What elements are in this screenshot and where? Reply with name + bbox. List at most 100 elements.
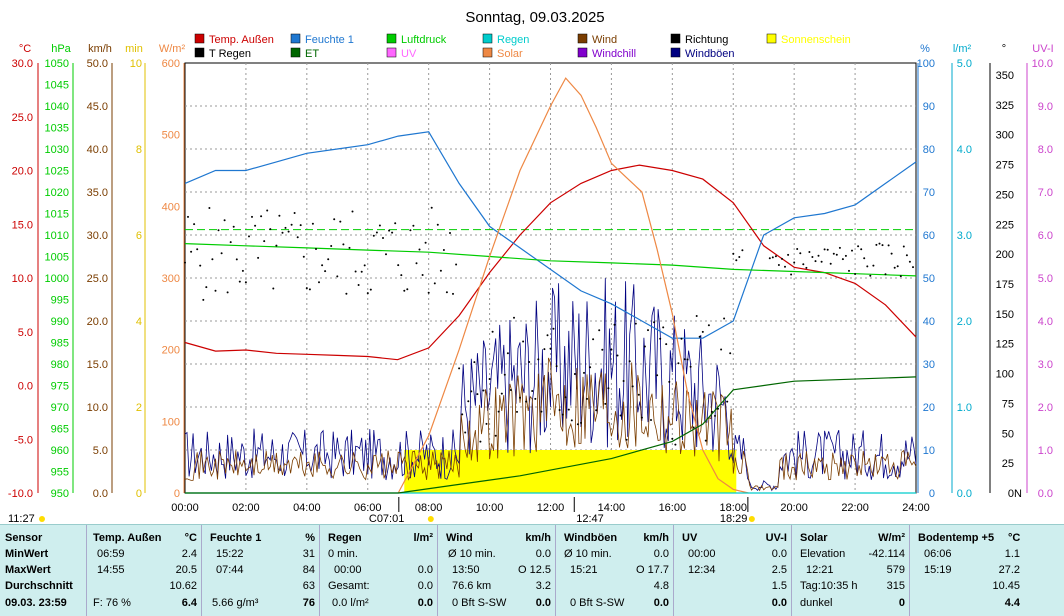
tick-pressure: 1050 (45, 58, 69, 70)
x-tick: 02:00 (232, 502, 260, 514)
wind-unit: km/h (525, 532, 551, 544)
wind-r3-label: 76.6 km (452, 580, 492, 592)
tick-pressure: 1005 (45, 252, 69, 264)
series-direction-point (662, 326, 665, 329)
axis-unit-sun_min: min (125, 43, 143, 55)
series-direction-point (193, 223, 196, 226)
legend-swatch-direction (670, 33, 681, 44)
series-direction-point (436, 223, 439, 226)
series-direction-point (564, 396, 567, 399)
legend-label-pressure: Luftdruck (401, 34, 447, 46)
humidity-unit: % (305, 532, 315, 544)
tick-rain: 2.0 (957, 316, 972, 328)
series-direction-point (793, 261, 796, 264)
series-direction-point (500, 392, 503, 395)
series-direction-point (653, 321, 656, 324)
series-direction-point (878, 242, 881, 245)
series-et (185, 376, 917, 494)
legend-swatch-humidity (290, 33, 301, 44)
tick-rain: 1.0 (957, 402, 972, 414)
stats-col-solar: Solar W/m² Elevation -42.114 12:21 579 Tag:… (791, 525, 910, 616)
legend: Temp. Außen Feuchte 1 Luftdruck Regen Wind Ri… (194, 33, 851, 60)
legend-swatch-tregen (194, 47, 205, 58)
tick-direction: 100 (996, 369, 1014, 381)
tick-sun_min: 4 (136, 316, 142, 328)
series-direction-point (513, 316, 515, 319)
series-direction-point (439, 269, 442, 272)
x-tick: 24:00 (902, 502, 930, 514)
tick-solar: 0 (174, 488, 180, 500)
series-direction-point (841, 258, 844, 261)
series-direction-point (476, 393, 479, 396)
axis-unit-temp: °C (19, 43, 31, 55)
series-direction-point (229, 241, 232, 244)
sensor-avg-label: Durchschnitt (5, 580, 73, 592)
legend-swatch-gusts (670, 47, 681, 58)
tick-direction: 200 (996, 249, 1014, 261)
tick-pressure: 955 (51, 467, 69, 479)
series-direction-point (576, 423, 579, 426)
series-direction-point (241, 269, 244, 272)
x-tick: 14:00 (598, 502, 626, 514)
uv-r3-value: 1.5 (771, 580, 787, 592)
solar-r3-label: Tag:10:35 h (800, 580, 858, 592)
series-direction-point (896, 265, 899, 268)
legend-label-uv: UV (401, 48, 417, 60)
marker-left-time: 11:27 (8, 513, 35, 524)
tick-wind: 30.0 (87, 230, 108, 242)
series-direction-point (549, 347, 552, 350)
tick-humidity: 20 (923, 402, 935, 414)
series-direction-point (345, 292, 348, 295)
uv-current: 0.0 (771, 597, 787, 609)
temp-header: Temp. Außen (93, 532, 162, 544)
series-direction-point (863, 257, 866, 260)
series-direction-point (388, 229, 391, 232)
series-direction-point (686, 358, 689, 361)
tick-wind: 50.0 (87, 58, 108, 70)
axis-unit-humidity: % (920, 43, 930, 55)
axis-unit-pressure: hPa (51, 43, 71, 55)
series-direction-point (302, 255, 305, 258)
series-direction-point (683, 358, 686, 361)
tick-pressure: 965 (51, 424, 69, 436)
legend-swatch-windchill (577, 47, 588, 58)
tick-direction: 150 (996, 309, 1014, 321)
x-tick: 10:00 (476, 502, 504, 514)
sensor-date-label: 09.03. 23:59 (5, 597, 67, 609)
gusts-r4-label: 0 Bft S-SW (570, 597, 625, 609)
tick-pressure: 1025 (45, 166, 69, 178)
solar-unit: W/m² (878, 532, 905, 544)
series-direction-point (872, 264, 875, 267)
series-direction-point (784, 265, 786, 268)
tick-solar: 400 (162, 201, 180, 213)
noon-time: 12:47 (576, 513, 604, 524)
humidity-max: 84 (302, 564, 315, 576)
humidity-min-time: 15:22 (216, 548, 244, 560)
series-direction-point (558, 409, 561, 411)
soil-max-time: 15:19 (924, 564, 952, 576)
tick-uvi: 2.0 (1038, 402, 1053, 414)
series-direction-point (851, 249, 853, 252)
tick-sun_min: 6 (136, 230, 142, 242)
time-markers: 11:27 C 07:01 12:47 18:29 (8, 497, 755, 524)
wind-current: 0.0 (535, 597, 551, 609)
tick-uvi: 8.0 (1038, 144, 1053, 156)
tick-humidity: 30 (923, 359, 935, 371)
wind-r1-value: 0.0 (535, 548, 551, 560)
series-direction-point (829, 262, 832, 265)
tick-pressure: 980 (51, 359, 69, 371)
stats-col-wind: Wind km/h Ø 10 min. 0.0 13:50 Ο 12.5 76.6 k… (437, 525, 556, 616)
temp-extra: F: 76 % (93, 597, 131, 609)
solar-r2-value: 579 (886, 564, 905, 576)
legend-label-windchill: Windchill (592, 48, 636, 60)
legend-label-temp: Temp. Außen (209, 34, 274, 46)
uv-unit: UV-I (765, 532, 787, 544)
sensor-max-label: MaxWert (5, 564, 51, 576)
tick-humidity: 0 (929, 488, 935, 500)
soil-header: Bodentemp +5 (918, 532, 995, 544)
series-direction-point (251, 215, 253, 218)
tick-direction: 25 (1002, 458, 1014, 470)
tick-pressure: 975 (51, 381, 69, 393)
series-direction-point (835, 253, 838, 256)
tick-pressure: 1015 (45, 209, 69, 221)
